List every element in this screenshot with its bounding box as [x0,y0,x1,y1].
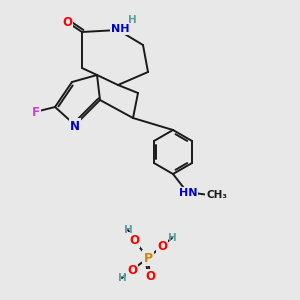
Text: H: H [118,273,126,283]
Text: O: O [62,16,72,28]
Text: N: N [70,119,80,133]
Text: H: H [168,233,176,243]
Text: O: O [145,271,155,284]
Text: H: H [128,15,136,25]
Text: O: O [129,233,139,247]
Text: NH: NH [111,24,129,34]
Text: H: H [124,225,132,235]
Text: O: O [127,263,137,277]
Text: O: O [157,239,167,253]
Text: P: P [143,251,153,265]
Text: HN: HN [179,188,197,198]
Text: F: F [32,106,40,118]
Text: CH₃: CH₃ [206,190,227,200]
